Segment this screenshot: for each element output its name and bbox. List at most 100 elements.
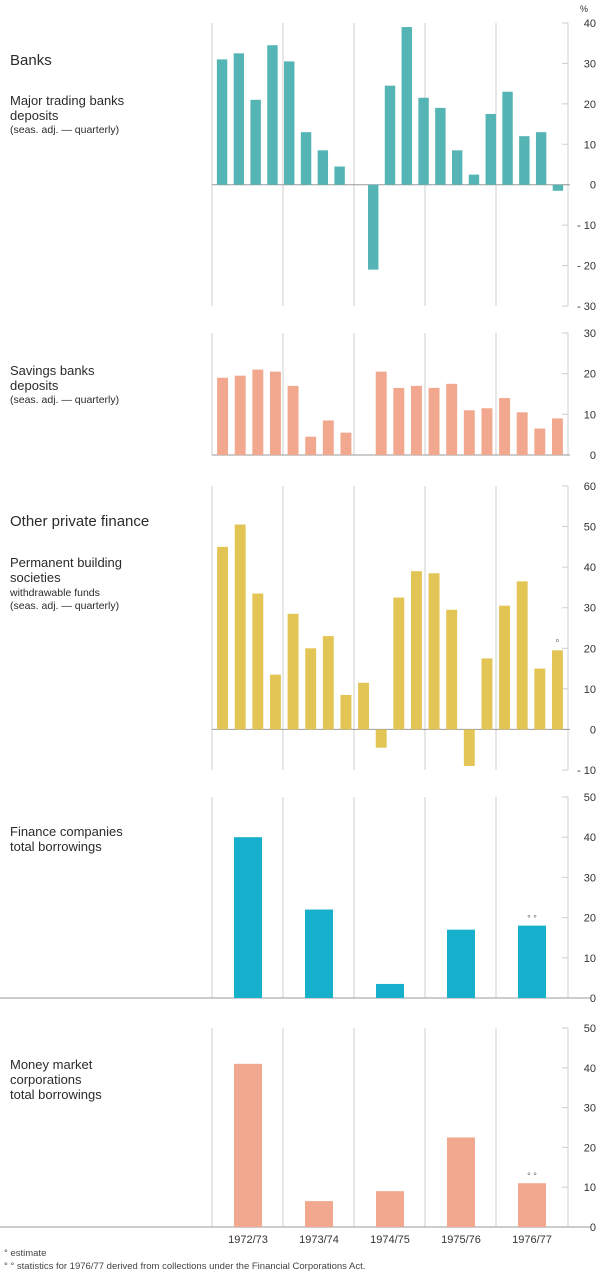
panel1-ytick-label: 40 <box>584 18 596 30</box>
panel3-bar <box>340 694 352 730</box>
panel1-bar <box>368 184 379 270</box>
panel3-ytick-label: 20 <box>584 643 596 655</box>
panel5-bar <box>234 1063 262 1227</box>
panel2-bar <box>322 420 334 455</box>
panel1-bar <box>384 85 396 185</box>
panel3-bar <box>322 636 334 730</box>
panel4-title-line2: total borrowings <box>10 839 102 854</box>
panel2-bar <box>534 428 546 455</box>
panel1-bar <box>451 150 463 185</box>
panel5-ytick-label: 30 <box>584 1103 596 1115</box>
panel1-bar <box>317 150 329 185</box>
panel3-bar <box>393 597 405 730</box>
panel1-bar <box>468 174 480 185</box>
panel2-bar <box>551 418 563 455</box>
panel5-ytick-label: 40 <box>584 1063 596 1075</box>
panel3-bar <box>446 609 458 730</box>
panel1-bar <box>535 132 547 185</box>
panel2-ytick-label: 10 <box>584 409 596 421</box>
panel3-bar <box>551 650 563 730</box>
panel3-bar <box>252 593 264 730</box>
panel2-bar <box>252 369 264 455</box>
panel2-bar <box>481 408 493 455</box>
panel3-bar <box>463 729 475 766</box>
panel4-bar <box>518 925 546 998</box>
panel2-title-line2: deposits <box>10 378 59 393</box>
panel3-bar <box>499 605 511 730</box>
x-tick-label-year: 1972/73 <box>228 1234 268 1246</box>
panel3-ytick-label: 30 <box>584 603 596 615</box>
heading-banks: Banks <box>10 52 52 69</box>
panel3-ytick-label: 60 <box>584 481 596 493</box>
panel3-ytick-label: 10 <box>584 684 596 696</box>
panel1-bar <box>552 184 564 191</box>
panel1-ytick-label: - 10 <box>577 220 596 232</box>
panel1-bar <box>334 166 345 185</box>
x-tick-label-year: 1973/74 <box>299 1234 339 1246</box>
panel1-bar <box>502 91 513 185</box>
heading-other-private-finance: Other private finance <box>10 513 150 530</box>
panel1-title-line2: deposits <box>10 108 59 123</box>
panel3-ytick-label: 40 <box>584 562 596 574</box>
panel4-title-line1: Finance companies <box>10 824 123 839</box>
panel1-bar <box>250 99 261 185</box>
panel2-ytick-label: 0 <box>590 450 596 462</box>
panel3-title-line3: withdrawable funds <box>10 587 100 599</box>
panel3-bar <box>516 581 528 730</box>
panel1-bar <box>519 136 530 185</box>
panel3-bar <box>481 658 493 730</box>
panel2-bar <box>234 375 246 455</box>
panel3-ytick-label: 0 <box>590 724 596 736</box>
panel4-bar <box>305 909 333 998</box>
footnote-estimate-text: estimate <box>10 1248 47 1259</box>
panel2-bar <box>463 410 475 455</box>
panel3-bar <box>534 668 546 730</box>
panel3-bar <box>287 613 299 730</box>
panel3-ytick-label: 50 <box>584 522 596 534</box>
panel4-ytick-label: 20 <box>584 913 596 925</box>
panel4-ytick-label: 0 <box>590 993 596 1005</box>
panel2-bar <box>428 387 440 455</box>
panel1-bar <box>284 61 295 185</box>
panel1-ytick-label: - 20 <box>577 261 596 273</box>
panel4-statistics-marker: ° ° <box>527 914 537 924</box>
panel3-bar <box>305 648 317 730</box>
panel4-bar <box>447 929 475 998</box>
panel4-bar <box>376 983 404 998</box>
panel4-ytick-label: 50 <box>584 792 596 804</box>
x-tick-label-year: 1975/76 <box>441 1234 481 1246</box>
panel2-bar <box>340 432 352 455</box>
panel3-bar <box>375 729 387 748</box>
footnote-statistics: ° ° statistics for 1976/77 derived from … <box>4 1261 365 1272</box>
panel2-bar <box>287 385 299 455</box>
x-tick-label-year: 1976/77 <box>512 1234 552 1246</box>
panel1-bar <box>233 53 245 185</box>
panel2-ytick-label: 30 <box>584 328 596 340</box>
y-unit-label: % <box>580 4 588 14</box>
footnote-estimate-marker: ° <box>4 1248 8 1259</box>
panel5-title-line1: Money market <box>10 1057 93 1072</box>
panel3-title-line1: Permanent building <box>10 555 123 570</box>
panel3-bar <box>358 682 370 730</box>
panel1-bar <box>300 132 312 185</box>
panel3-title-line2: societies <box>10 570 61 585</box>
panel2-bar <box>446 383 458 455</box>
panel1-bar <box>435 107 446 185</box>
panel4-ytick-label: 40 <box>584 832 596 844</box>
panel2-bar <box>410 385 422 455</box>
panel5-ytick-label: 50 <box>584 1023 596 1035</box>
panel4-ytick-label: 30 <box>584 872 596 884</box>
footnote-estimate: ° estimate <box>4 1248 46 1259</box>
panel1-bar <box>267 45 278 185</box>
panel3-note: (seas. adj. — quarterly) <box>10 600 120 612</box>
panel5-ytick-label: 20 <box>584 1142 596 1154</box>
panel1-bar <box>418 97 429 185</box>
panel1-ytick-label: 30 <box>584 58 596 70</box>
panel5-statistics-marker: ° ° <box>527 1171 537 1181</box>
panel1-ytick-label: 10 <box>584 139 596 151</box>
panel2-ytick-label: 20 <box>584 369 596 381</box>
panel5-bar <box>305 1201 333 1227</box>
footnote-statistics-text: statistics for 1976/77 derived from coll… <box>16 1261 366 1272</box>
panel3-bar <box>410 571 422 730</box>
